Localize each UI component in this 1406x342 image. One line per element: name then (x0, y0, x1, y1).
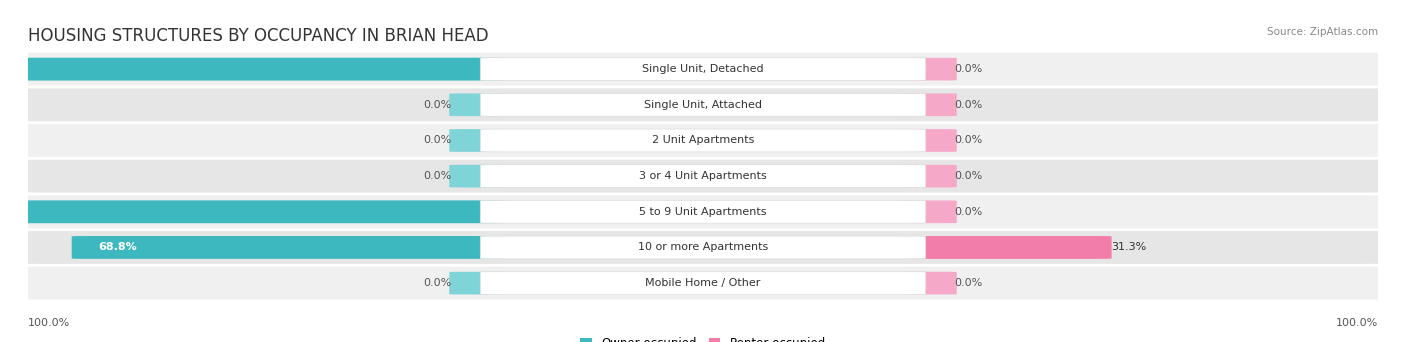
FancyBboxPatch shape (450, 165, 505, 187)
FancyBboxPatch shape (901, 165, 956, 187)
Text: Source: ZipAtlas.com: Source: ZipAtlas.com (1267, 27, 1378, 37)
Text: 2 Unit Apartments: 2 Unit Apartments (652, 135, 754, 145)
FancyBboxPatch shape (1, 159, 1405, 194)
Text: 0.0%: 0.0% (423, 100, 451, 110)
Text: 0.0%: 0.0% (955, 278, 983, 288)
FancyBboxPatch shape (1, 87, 1405, 122)
FancyBboxPatch shape (1, 123, 1405, 158)
Text: 3 or 4 Unit Apartments: 3 or 4 Unit Apartments (640, 171, 766, 181)
FancyBboxPatch shape (481, 129, 925, 152)
FancyBboxPatch shape (901, 272, 956, 294)
FancyBboxPatch shape (901, 93, 956, 116)
FancyBboxPatch shape (72, 236, 508, 259)
Text: 68.8%: 68.8% (98, 242, 138, 252)
Text: 100.0%: 100.0% (28, 318, 70, 328)
Text: 0.0%: 0.0% (423, 135, 451, 145)
FancyBboxPatch shape (1, 52, 1405, 87)
Text: Mobile Home / Other: Mobile Home / Other (645, 278, 761, 288)
Text: 0.0%: 0.0% (955, 64, 983, 74)
Text: 5 to 9 Unit Apartments: 5 to 9 Unit Apartments (640, 207, 766, 217)
FancyBboxPatch shape (898, 236, 1112, 259)
Text: Single Unit, Attached: Single Unit, Attached (644, 100, 762, 110)
FancyBboxPatch shape (1, 194, 1405, 229)
FancyBboxPatch shape (481, 93, 925, 116)
Text: Single Unit, Detached: Single Unit, Detached (643, 64, 763, 74)
FancyBboxPatch shape (481, 165, 925, 187)
FancyBboxPatch shape (901, 200, 956, 223)
Text: 0.0%: 0.0% (423, 171, 451, 181)
FancyBboxPatch shape (0, 58, 508, 81)
Text: HOUSING STRUCTURES BY OCCUPANCY IN BRIAN HEAD: HOUSING STRUCTURES BY OCCUPANCY IN BRIAN… (28, 27, 489, 45)
FancyBboxPatch shape (450, 129, 505, 152)
Text: 0.0%: 0.0% (423, 278, 451, 288)
Text: 100.0%: 100.0% (1336, 318, 1378, 328)
FancyBboxPatch shape (450, 93, 505, 116)
FancyBboxPatch shape (901, 129, 956, 152)
Text: 0.0%: 0.0% (955, 207, 983, 217)
Legend: Owner-occupied, Renter-occupied: Owner-occupied, Renter-occupied (579, 337, 827, 342)
FancyBboxPatch shape (1, 230, 1405, 265)
Text: 10 or more Apartments: 10 or more Apartments (638, 242, 768, 252)
Text: 0.0%: 0.0% (955, 171, 983, 181)
FancyBboxPatch shape (481, 272, 925, 294)
FancyBboxPatch shape (481, 236, 925, 259)
FancyBboxPatch shape (481, 58, 925, 81)
FancyBboxPatch shape (1, 266, 1405, 301)
FancyBboxPatch shape (0, 200, 508, 223)
Text: 0.0%: 0.0% (955, 100, 983, 110)
FancyBboxPatch shape (481, 200, 925, 223)
FancyBboxPatch shape (901, 58, 956, 80)
FancyBboxPatch shape (450, 272, 505, 294)
Text: 31.3%: 31.3% (1112, 242, 1147, 252)
Text: 0.0%: 0.0% (955, 135, 983, 145)
